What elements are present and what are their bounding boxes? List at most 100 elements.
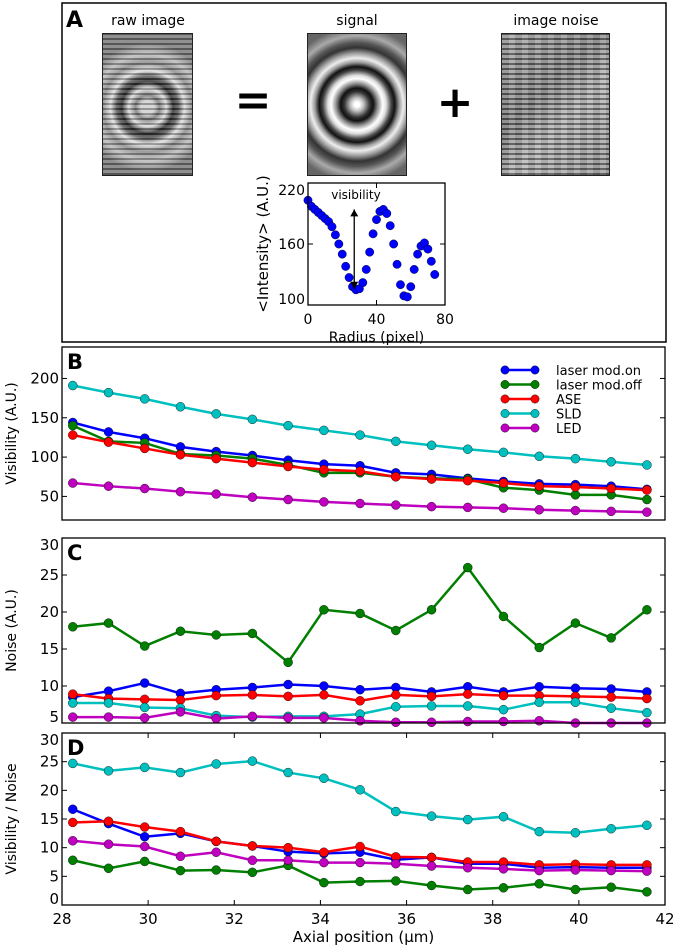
data-point: [68, 836, 78, 846]
data-point: [175, 626, 186, 636]
y-tick-label: 5: [49, 867, 59, 885]
data-point: [139, 483, 150, 494]
data-point: [606, 882, 616, 892]
data-point: [391, 500, 401, 510]
data-point: [606, 684, 616, 694]
x-axis-label: Radius (pixel): [329, 330, 424, 346]
data-point: [283, 767, 293, 778]
raw-image: [102, 33, 193, 176]
data-point: [247, 414, 258, 425]
data-point: [283, 494, 293, 505]
data-point: [426, 501, 437, 512]
legend-label: ASE: [556, 393, 581, 408]
y-tick-label: 15: [40, 810, 59, 828]
data-point: [426, 880, 437, 891]
y-tick-label: 30: [40, 731, 59, 749]
legend-marker: [530, 365, 540, 375]
data-point: [211, 409, 221, 419]
data-point: [175, 707, 186, 717]
signal-image: [307, 33, 407, 176]
data-point: [534, 682, 544, 692]
data-point: [175, 450, 186, 460]
x-tick-label: 30: [139, 910, 158, 928]
data-point: [570, 884, 581, 895]
data-point: [344, 273, 354, 282]
data-point: [283, 420, 293, 431]
data-point: [642, 887, 652, 897]
y-tick-label: 15: [40, 640, 59, 658]
data-point: [211, 489, 221, 499]
data-point: [463, 444, 473, 454]
panel-a-frame: [61, 2, 667, 343]
y-tick-label: 100: [278, 292, 305, 308]
plot-B: 50 100 150 200 Visibility (A.U.) B laser mod.o…: [4, 346, 666, 521]
legend-marker: [530, 394, 540, 404]
data-point: [211, 759, 221, 769]
data-point: [642, 485, 652, 495]
data-point: [319, 464, 329, 475]
data-point: [365, 247, 375, 257]
data-point: [103, 766, 114, 776]
data-point: [139, 713, 150, 723]
data-point: [355, 857, 365, 868]
panel-letter: C: [67, 541, 82, 565]
data-point: [175, 865, 186, 876]
y-tick-label: 150: [30, 409, 59, 427]
data-point: [391, 690, 401, 700]
x-tick-label: 80: [436, 312, 454, 328]
data-point: [463, 562, 473, 573]
data-point: [283, 842, 293, 853]
data-point: [211, 865, 221, 875]
data-point: [498, 864, 509, 874]
data-point: [642, 460, 652, 470]
axes-frame: [307, 182, 446, 306]
data-point: [247, 628, 258, 639]
data-point: [355, 876, 365, 887]
x-tick-label: 36: [397, 910, 416, 928]
data-point: [68, 380, 78, 391]
data-point: [355, 608, 365, 619]
data-point: [642, 507, 652, 517]
raw-image-title: raw image: [111, 13, 185, 29]
data-point: [368, 229, 378, 239]
y-tick-label: 20: [40, 781, 59, 799]
data-point: [426, 717, 437, 727]
data-point: [355, 498, 365, 509]
data-point: [283, 679, 293, 690]
data-point: [334, 239, 344, 249]
image-noise-image: [501, 33, 610, 176]
data-point: [391, 876, 401, 886]
data-point: [606, 703, 616, 713]
data-point: [355, 466, 365, 476]
data-point: [355, 785, 365, 795]
data-point: [139, 841, 150, 852]
data-point: [319, 847, 329, 857]
y-tick-label: 5: [49, 708, 59, 726]
data-point: [391, 859, 401, 869]
data-point: [355, 841, 365, 852]
panel-letter: B: [67, 350, 83, 374]
data-point: [570, 828, 581, 838]
y-axis-label: Visibility / Noise: [4, 763, 20, 874]
data-point: [413, 249, 422, 259]
x-tick-label: 28: [52, 910, 71, 928]
data-point: [426, 701, 437, 711]
plot-D: 0 5 10 15 20 25 30 28 30 32 34 36 38 40 42 Axial positi…: [4, 731, 675, 946]
legend-marker: [500, 409, 510, 418]
data-point: [327, 222, 337, 232]
data-point: [570, 697, 581, 707]
data-point: [139, 856, 150, 867]
data-point: [426, 691, 437, 702]
data-point: [175, 851, 186, 861]
data-point: [426, 852, 437, 863]
data-point: [570, 453, 581, 464]
data-point: [139, 832, 150, 842]
data-point: [606, 865, 616, 876]
data-point: [211, 453, 221, 464]
data-point: [606, 824, 616, 834]
y-tick-label: 30: [40, 536, 59, 554]
legend-marker: [500, 365, 510, 375]
axes-frame: [61, 346, 666, 521]
data-point: [570, 683, 581, 693]
